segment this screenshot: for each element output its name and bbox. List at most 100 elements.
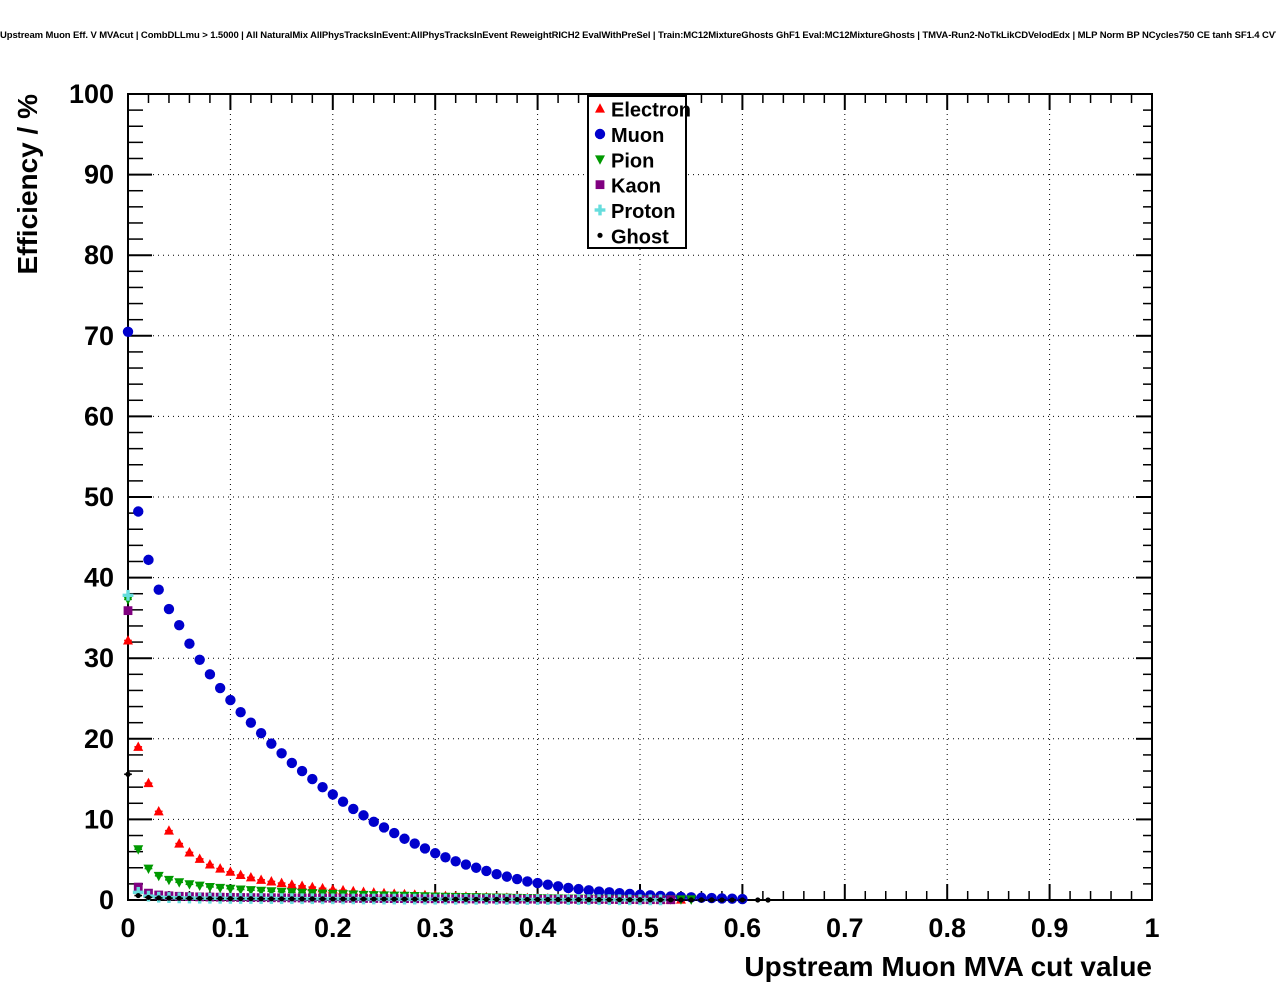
datapoint-ghost: [765, 897, 771, 903]
datapoint-electron: [256, 874, 267, 884]
datapoint-pion: [215, 883, 226, 894]
datapoint-electron: [225, 866, 236, 876]
datapoint-ghost: [637, 897, 643, 903]
datapoint-ghost: [299, 896, 305, 902]
datapoint-pion: [204, 882, 215, 893]
datapoint-muon: [348, 803, 359, 815]
y-tick-label: 50: [84, 482, 114, 512]
datapoint-ghost: [412, 896, 418, 902]
datapoint-electron: [266, 876, 277, 886]
datapoint-muon: [307, 773, 318, 785]
datapoint-ghost: [217, 895, 223, 902]
series-pion: [123, 595, 697, 905]
datapoint-ghost: [442, 896, 449, 902]
x-tick-label: 0.2: [314, 913, 352, 943]
legend-box: [587, 95, 687, 249]
y-tick-label: 10: [84, 804, 114, 834]
datapoint-muon: [184, 638, 195, 649]
datapoint-muon: [470, 862, 482, 873]
datapoint-pion: [143, 864, 154, 874]
datapoint-ghost: [463, 896, 469, 902]
datapoint-electron: [123, 635, 133, 645]
datapoint-electron: [286, 879, 297, 889]
datapoint-muon: [245, 717, 257, 728]
datapoint-pion: [266, 887, 277, 897]
datapoint-muon: [337, 796, 349, 807]
datapoint-ghost: [432, 896, 438, 902]
datapoint-ghost: [391, 896, 397, 902]
datapoint-muon: [368, 816, 379, 828]
datapoint-muon: [122, 326, 134, 337]
chart-legend: Electron Muon Pion Kaon Proton Ghost: [587, 95, 691, 249]
datapoint-muon: [286, 757, 298, 769]
legend-marker-electron: [595, 103, 605, 113]
legend-marker-muon: [594, 128, 606, 140]
datapoint-muon: [225, 694, 236, 706]
datapoint-ghost: [453, 896, 459, 902]
datapoint-electron: [153, 805, 164, 816]
x-tick-label: 0.3: [416, 913, 454, 943]
legend-marker-proton: [598, 204, 602, 216]
datapoint-pion: [194, 881, 205, 892]
series-muon: [122, 326, 748, 905]
datapoint-ghost: [647, 897, 653, 903]
datapoint-electron: [194, 853, 205, 863]
datapoint-ghost: [596, 897, 602, 903]
datapoint-pion: [133, 845, 144, 855]
datapoint-muon: [583, 885, 594, 896]
datapoint-muon: [430, 848, 441, 859]
datapoint-ghost: [207, 895, 213, 902]
y-tick-label: 100: [69, 79, 114, 109]
datapoint-ghost: [166, 895, 172, 901]
datapoint-pion: [235, 885, 246, 895]
datapoint-electron: [215, 863, 226, 873]
datapoint-electron: [184, 847, 195, 857]
datapoint-ghost: [657, 897, 664, 903]
x-tick-label: 0.1: [212, 913, 250, 943]
x-tick-label: 0.6: [724, 913, 762, 943]
datapoint-ghost: [627, 897, 633, 903]
datapoint-ghost: [145, 894, 152, 901]
datapoint-muon: [174, 619, 185, 631]
datapoint-muon: [358, 810, 369, 821]
datapoint-ghost: [555, 896, 561, 903]
datapoint-muon: [266, 738, 277, 749]
datapoint-pion: [225, 884, 236, 895]
datapoint-muon: [542, 879, 554, 890]
datapoint-muon: [143, 554, 154, 566]
datapoint-ghost: [258, 896, 264, 902]
datapoint-ghost: [514, 896, 520, 903]
datapoint-ghost: [698, 897, 705, 903]
datapoint-ghost: [575, 896, 582, 903]
y-tick-label: 60: [84, 401, 114, 431]
gridlines: [128, 94, 1152, 900]
datapoint-ghost: [135, 892, 141, 899]
datapoint-ghost: [719, 897, 725, 903]
datapoint-ghost: [156, 895, 162, 901]
datapoint-muon: [419, 843, 431, 854]
datapoint-ghost: [289, 896, 295, 902]
datapoint-muon: [409, 838, 420, 849]
axis-titles: Upstream Muon MVA cut value Efficiency / …: [12, 94, 1152, 982]
datapoint-muon: [255, 727, 267, 739]
x-tick-label: 0.7: [826, 913, 864, 943]
datapoint-muon: [460, 859, 472, 870]
datapoint-ghost: [545, 896, 551, 903]
datapoint-electron: [204, 859, 215, 869]
datapoint-pion: [276, 887, 287, 898]
datapoint-ghost: [340, 896, 346, 902]
datapoint-ghost: [268, 896, 274, 902]
datapoint-electron: [163, 825, 174, 835]
datapoint-muon: [276, 748, 287, 759]
x-tick-label: 0.8: [928, 913, 966, 943]
x-tick-label: 0.5: [621, 913, 659, 943]
datapoint-electron: [307, 881, 318, 892]
x-tick-label: 1: [1144, 913, 1159, 943]
datapoint-muon: [214, 682, 226, 694]
datapoint-ghost: [709, 897, 715, 903]
datapoint-kaon: [123, 606, 133, 616]
datapoint-pion: [174, 878, 185, 888]
datapoint-ghost: [729, 897, 735, 903]
datapoint-ghost: [309, 896, 315, 902]
